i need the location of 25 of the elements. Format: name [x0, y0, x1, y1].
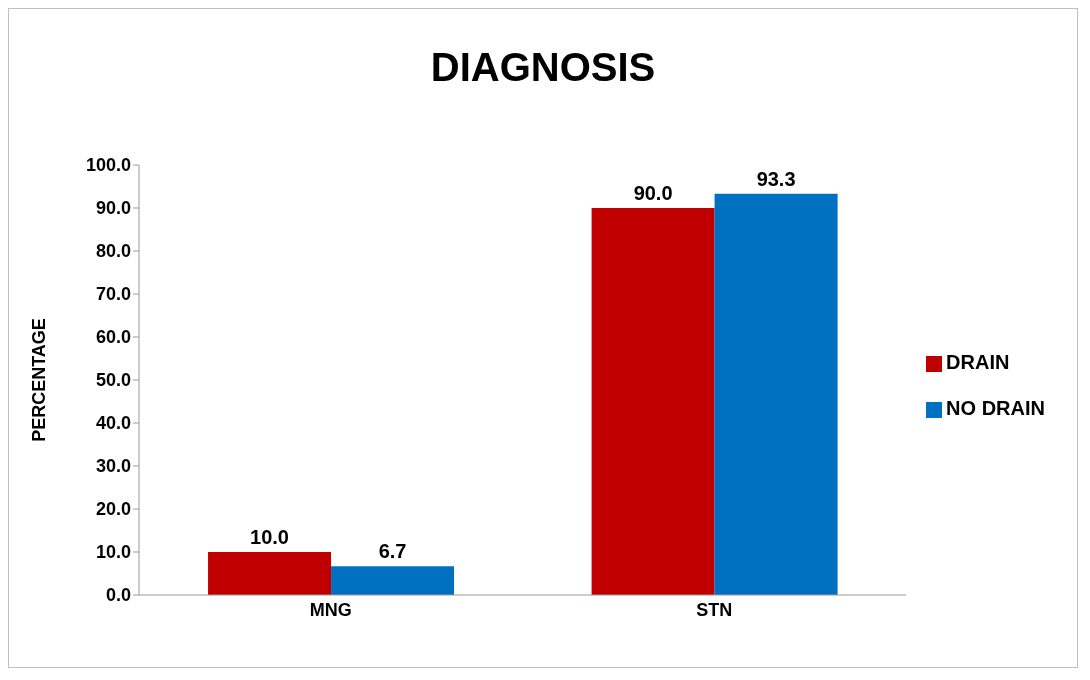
y-tick-label: 90.0: [95, 198, 131, 219]
data-label: 93.3: [756, 167, 796, 190]
y-tick-label: 30.0: [95, 456, 131, 477]
legend-label: DRAIN: [946, 351, 1010, 373]
bar: [714, 193, 838, 595]
y-tick-label: 60.0: [95, 327, 131, 348]
bar: [591, 208, 715, 595]
y-tick-label: 70.0: [95, 284, 131, 305]
data-label: 90.0: [633, 182, 673, 204]
bar: [331, 566, 455, 595]
legend-label: NO DRAIN: [946, 397, 1045, 419]
data-label: 6.7: [378, 540, 407, 563]
y-tick-label: 50.0: [95, 370, 131, 391]
x-tick-label: MNG: [309, 599, 352, 620]
y-tick-label: 80.0: [95, 241, 131, 262]
y-tick-label: 100.0: [85, 155, 131, 176]
y-axis-title: PERCENTAGE: [29, 318, 50, 442]
bar: [208, 552, 332, 595]
x-tick-label: STN: [696, 599, 733, 620]
y-tick-label: 0.0: [105, 585, 131, 606]
y-tick-label: 10.0: [95, 542, 131, 563]
data-label: 10.0: [250, 526, 290, 548]
chart-title: DIAGNOSIS: [429, 45, 657, 91]
y-tick-label: 40.0: [95, 413, 131, 434]
y-tick-label: 20.0: [95, 499, 131, 520]
